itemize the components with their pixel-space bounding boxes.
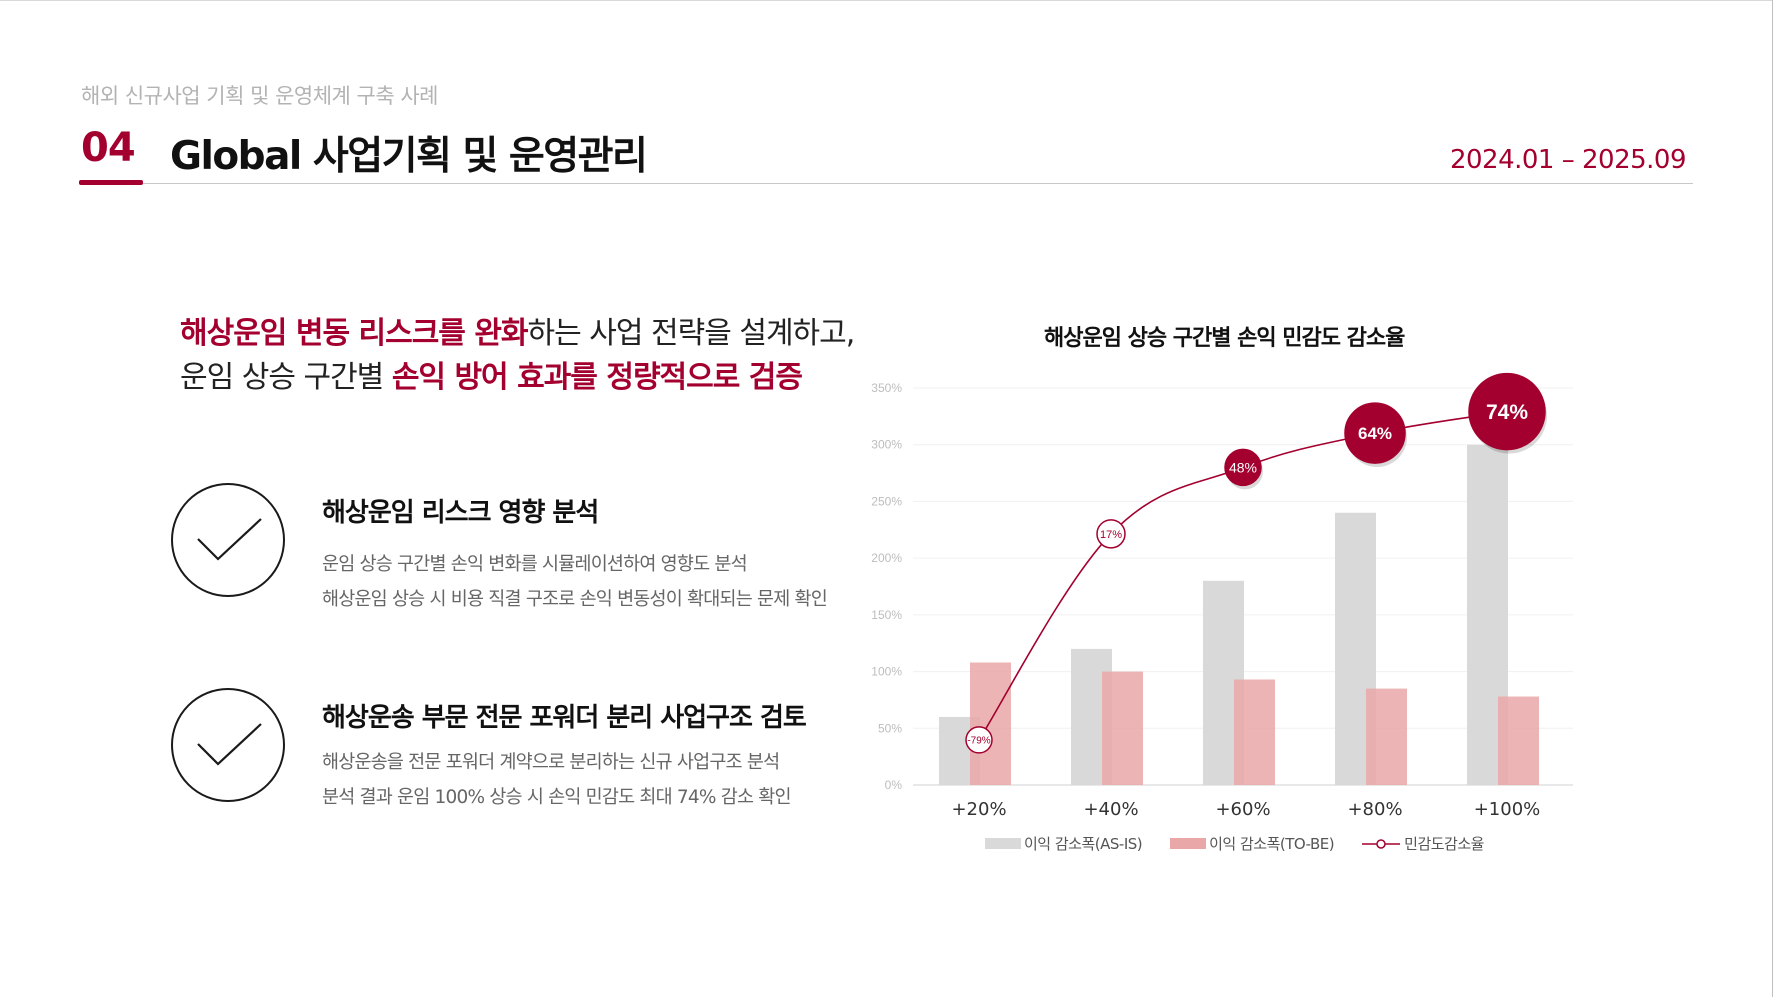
headline-line-1: 해상운임 변동 리스크를 완화하는 사업 전략을 설계하고, — [180, 312, 856, 356]
legend-item-as-is: 이익 감소폭(AS-IS) — [985, 833, 1143, 854]
feature-title: 해상운송 부문 전문 포워더 분리 사업구조 검토 — [322, 703, 807, 733]
frame-top-border — [0, 0, 1773, 1]
legend-swatch-to-be — [1170, 838, 1207, 849]
legend-label: 이익 감소폭(TO-BE) — [1209, 835, 1335, 853]
sensitivity-data-label: 17% — [1100, 529, 1122, 541]
bar-to-be — [970, 662, 1011, 785]
bar-to-be — [1366, 688, 1407, 785]
y-tick-label: 300% — [871, 438, 902, 452]
sensitivity-marker — [1096, 519, 1126, 549]
date-range: 2024.01 – 2025.09 — [1449, 145, 1687, 175]
x-tick-label: +100% — [1474, 799, 1541, 820]
sensitivity-data-label: -79% — [967, 736, 990, 747]
chart-title: 해상운임 상승 구간별 손익 민감도 감소율 — [1044, 326, 1405, 351]
y-tick-label: 250% — [871, 494, 902, 508]
feature-description-line: 운임 상승 구간별 손익 변화를 시뮬레이션하여 영향도 분석 — [322, 554, 748, 575]
x-tick-label: +20% — [951, 799, 1006, 820]
sensitivity-marker — [1468, 372, 1546, 451]
y-tick-label: 200% — [871, 551, 902, 565]
legend-swatch-as-is — [985, 838, 1021, 849]
feature-description-line: 해상운임 상승 시 비용 직결 구조로 손익 변동성이 확대되는 문제 확인 — [322, 589, 828, 610]
header-divider — [143, 183, 1693, 184]
sensitivity-data-label: 64% — [1358, 424, 1392, 443]
sensitivity-marker — [965, 726, 993, 754]
headline-highlight-2: 손익 방어 효과를 정량적으로 검증 — [391, 360, 803, 395]
x-tick-label: +80% — [1347, 799, 1402, 820]
sensitivity-marker — [1344, 402, 1406, 464]
y-tick-label: 0% — [885, 778, 903, 792]
legend-item-to-be: 이익 감소폭(TO-BE) — [1170, 833, 1335, 854]
legend-label: 민감도감소율 — [1404, 835, 1484, 853]
bar-to-be — [1102, 671, 1143, 785]
y-tick-label: 50% — [878, 721, 902, 735]
section-number-underline — [79, 180, 143, 185]
x-tick-label: +60% — [1215, 799, 1270, 820]
y-tick-label: 150% — [871, 608, 902, 622]
feature-title: 해상운임 리스크 영향 분석 — [322, 498, 599, 528]
x-tick-label: +40% — [1083, 799, 1138, 820]
headline: 해상운임 변동 리스크를 완화하는 사업 전략을 설계하고, 운임 상승 구간별… — [180, 312, 856, 400]
check-circle-icon — [171, 483, 285, 597]
headline-highlight-1: 해상운임 변동 리스크를 완화 — [180, 316, 529, 351]
check-circle-icon — [171, 688, 285, 802]
legend-label: 이익 감소폭(AS-IS) — [1024, 835, 1143, 853]
y-tick-label: 100% — [871, 665, 902, 679]
legend-item-sensitivity: 민감도감소율 — [1362, 833, 1484, 854]
y-tick-label: 350% — [871, 381, 902, 395]
headline-text-1: 하는 사업 전략을 설계하고, — [527, 316, 856, 351]
section-number: 04 — [81, 125, 136, 171]
bar-to-be — [1498, 696, 1539, 785]
chart-legend: 이익 감소폭(AS-IS) 이익 감소폭(TO-BE) 민감도감소율 — [985, 833, 1512, 854]
sensitivity-data-label: 48% — [1229, 459, 1257, 475]
page-title: Global 사업기획 및 운영관리 — [170, 134, 648, 179]
headline-text-2: 운임 상승 구간별 — [180, 360, 392, 395]
feature-description-line: 분석 결과 운임 100% 상승 시 손익 민감도 최대 74% 감소 확인 — [322, 787, 792, 808]
bar-to-be — [1234, 679, 1275, 785]
breadcrumb: 해외 신규사업 기획 및 운영체계 구축 사례 — [81, 84, 439, 108]
headline-line-2: 운임 상승 구간별 손익 방어 효과를 정량적으로 검증 — [180, 356, 854, 400]
feature-description-line: 해상운송을 전문 포워더 계약으로 분리하는 신규 사업구조 분석 — [322, 752, 780, 773]
sensitivity-marker — [1224, 448, 1262, 487]
legend-swatch-line — [1362, 838, 1401, 849]
sensitivity-data-label: 74% — [1486, 401, 1528, 424]
